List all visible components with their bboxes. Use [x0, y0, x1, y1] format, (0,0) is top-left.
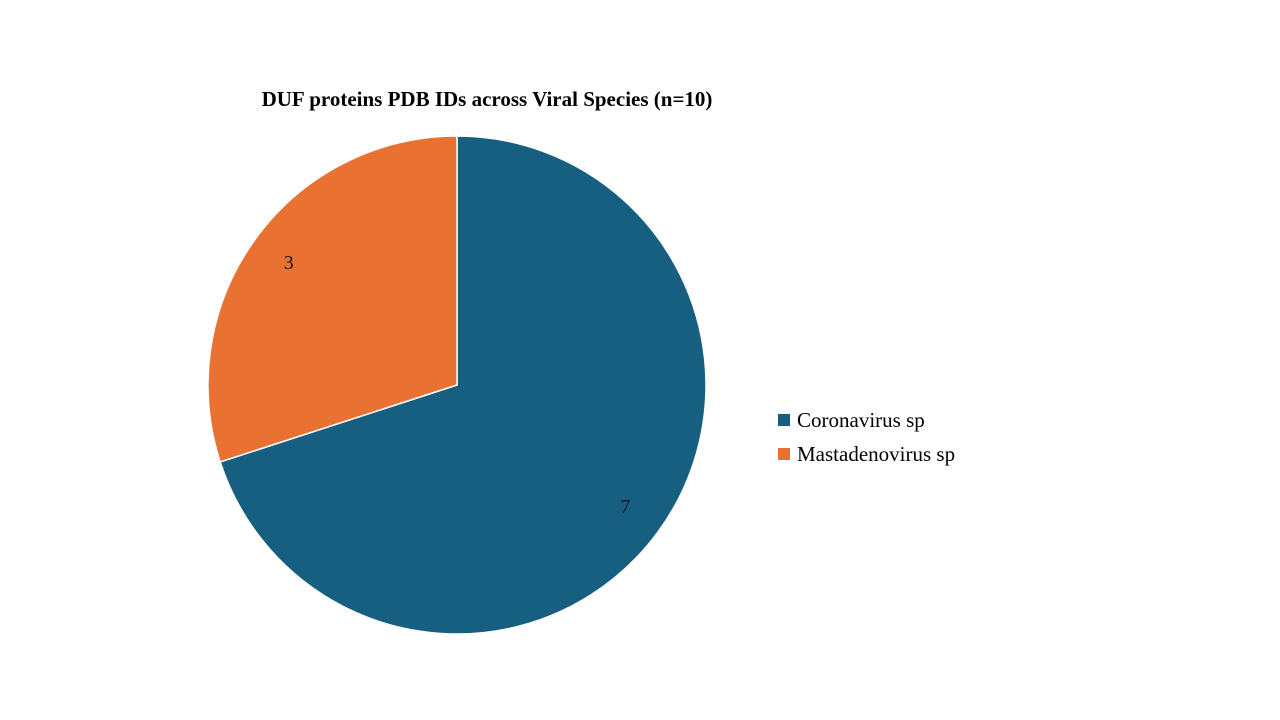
chart-legend: Coronavirus sp Mastadenovirus sp	[778, 403, 1038, 471]
legend-label: Coronavirus sp	[797, 407, 925, 432]
data-label-coronavirus-sp: 7	[620, 496, 630, 518]
legend-item: Mastadenovirus sp	[778, 437, 1038, 471]
pie-data-labels: 73	[284, 252, 630, 518]
pie-slices	[207, 135, 707, 635]
legend-item: Coronavirus sp	[778, 403, 1038, 437]
legend-label: Mastadenovirus sp	[797, 441, 956, 466]
pie-slice-coronavirus-sp	[219, 135, 707, 635]
legend-swatch	[778, 414, 790, 426]
legend-swatch	[778, 448, 790, 460]
pie-slice-mastadenovirus-sp	[207, 135, 458, 463]
data-label-mastadenovirus-sp: 3	[284, 252, 294, 274]
chart-title: DUF proteins PDB IDs across Viral Specie…	[262, 87, 713, 111]
